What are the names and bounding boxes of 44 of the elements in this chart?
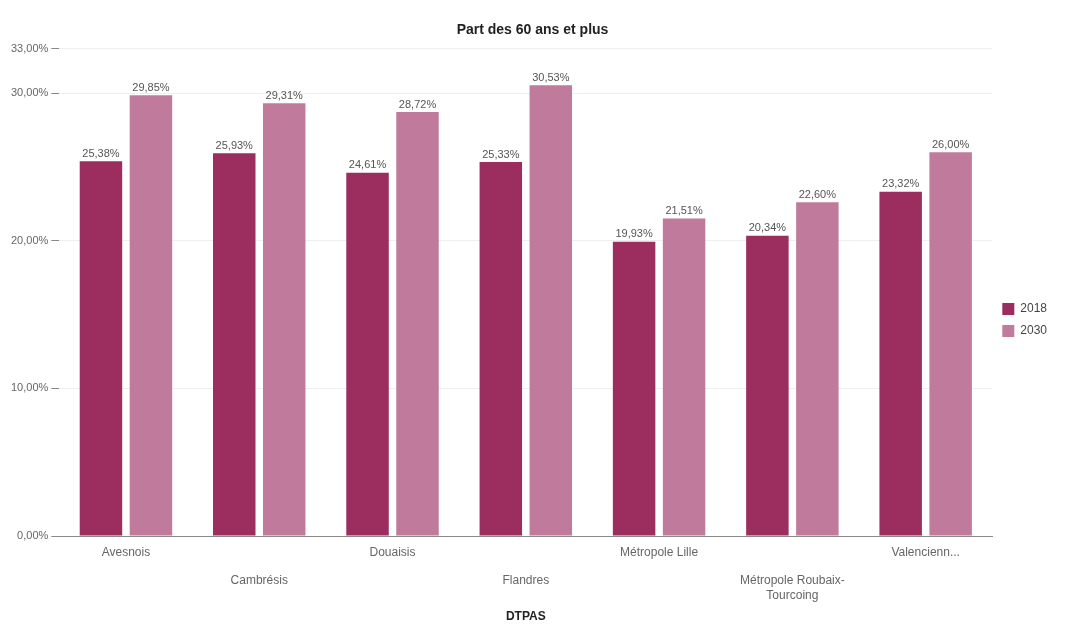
data-label: 20,34% [748,221,787,234]
data-label: 25,93% [215,138,254,151]
bar [612,241,656,536]
y-tick-label: 10,00% [11,381,49,394]
bar [262,103,306,536]
bar [879,191,922,536]
y-tick-label: 20,00% [11,233,49,246]
x-axis-title: DTPAS [505,609,546,624]
bar [479,162,523,536]
data-label: 19,93% [615,227,653,240]
data-label: 26,00% [932,137,970,150]
data-label: 30,53% [532,70,570,83]
bar [529,85,573,536]
data-label: 29,31% [265,88,304,101]
data-label: 25,38% [82,146,120,159]
bar [129,95,173,536]
y-tick-label: 33,00% [11,41,49,54]
data-label: 22,60% [798,187,837,200]
bar [396,111,439,536]
data-label: 25,33% [482,147,520,160]
data-label: 28,72% [398,97,437,110]
bar [346,172,389,536]
x-tick-label: Métropole Lille [620,544,699,559]
chart-title: Part des 60 ans et plus [456,21,609,38]
bar [796,202,839,536]
bar [213,153,256,536]
bar [746,235,789,536]
data-label: 29,85% [132,80,170,93]
x-tick-label: Avesnois [101,544,151,559]
bar [79,161,123,536]
x-tick-label: Douaisis [369,544,416,559]
x-tick-label: Valencienn... [891,544,960,559]
y-tick-label: 0,00% [17,529,49,542]
legend-label: 2030 [1020,323,1048,338]
bar [662,218,706,536]
data-label: 21,51% [665,203,703,216]
legend-label: 2018 [1020,301,1048,316]
data-label: 24,61% [348,158,387,171]
y-tick-label: 30,00% [11,86,49,99]
x-tick-label: Flandres [502,573,550,588]
x-tick-label: Métropole Roubaix-Tourcoing [740,573,845,602]
bar [929,152,972,536]
x-tick-label: Cambrésis [230,573,288,588]
data-label: 23,32% [882,177,920,190]
